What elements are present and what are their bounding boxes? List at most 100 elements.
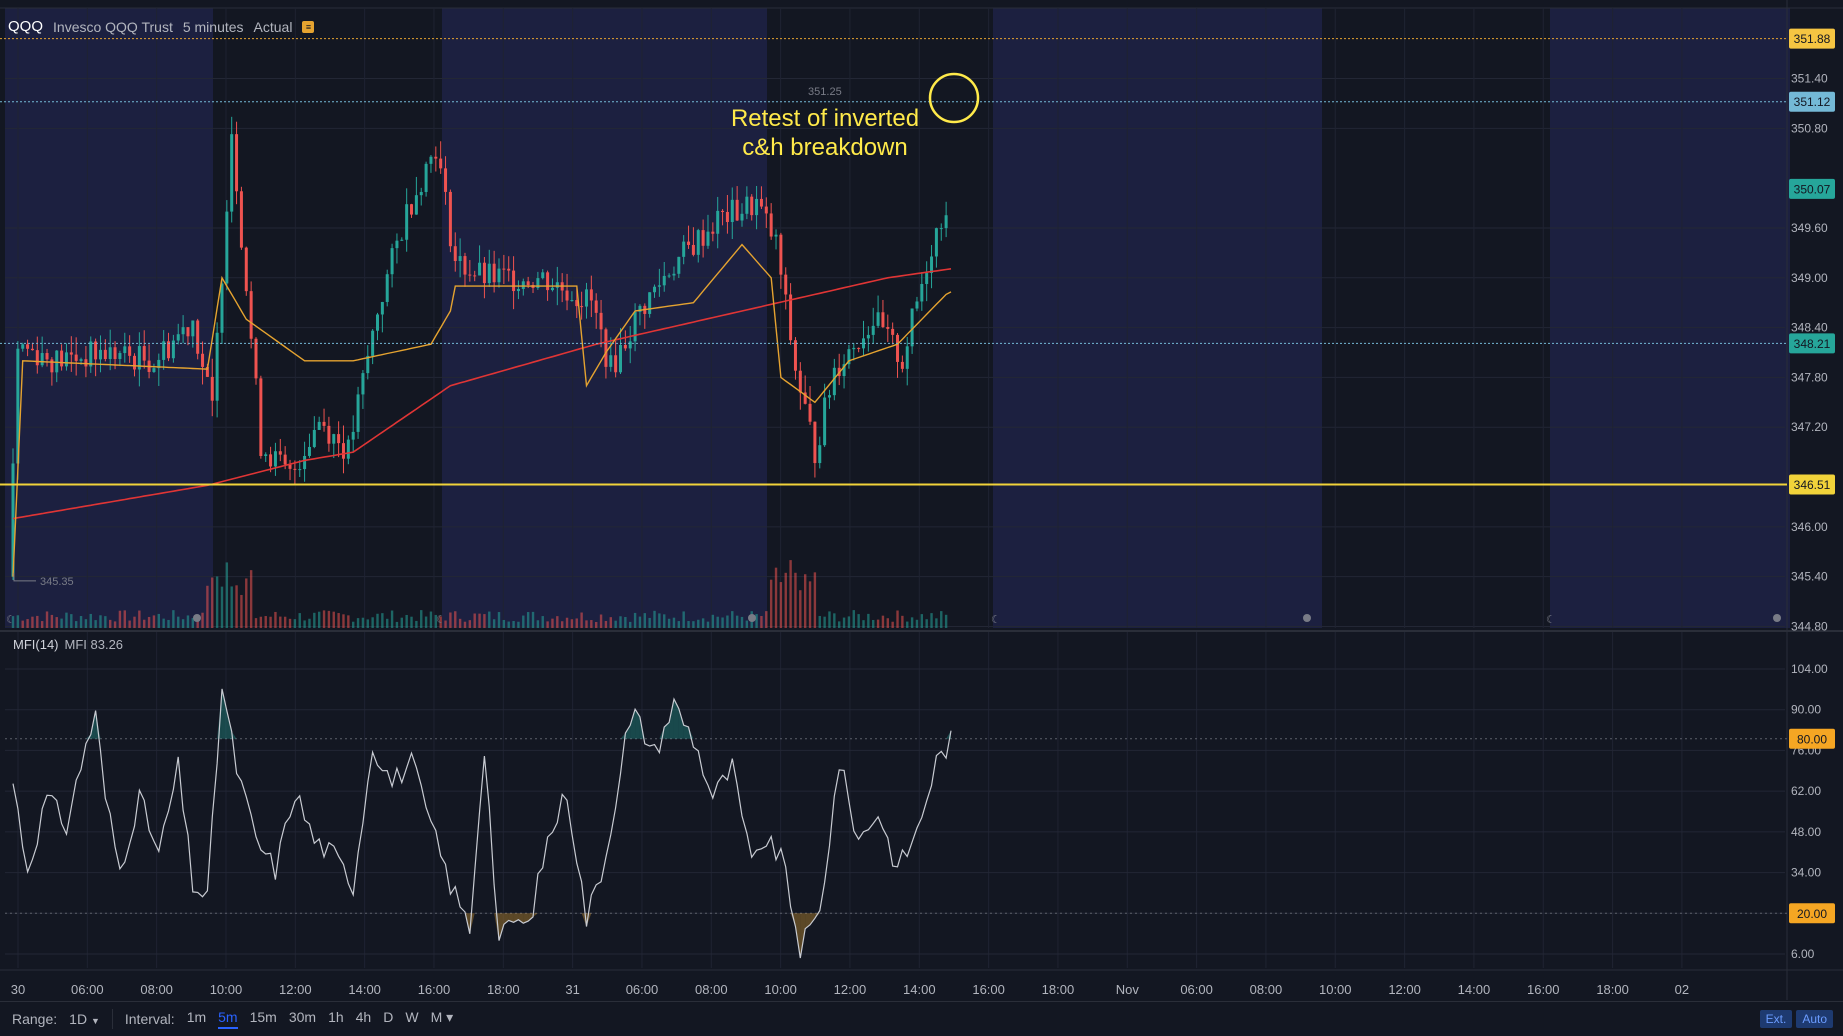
volume-bar [940,611,943,628]
mfi-title[interactable]: MFI(14) [13,637,59,652]
mfi-y-tick-label: 48.00 [1791,825,1821,839]
volume-bar [906,621,909,628]
auto-button[interactable]: Auto [1796,1010,1833,1028]
volume-bar [269,616,272,628]
volume-bar [862,620,865,628]
candle-body [667,275,671,277]
candle-body [798,370,802,393]
volume-bar [697,619,700,628]
candle-body [934,228,938,257]
volume-bar [376,613,379,628]
volume-bar [852,610,855,628]
candle-body [764,206,768,214]
volume-bar [463,621,467,628]
interval-list: 1m 5m 15m 30m 1h 4h D W M ▾ [175,1009,453,1029]
candle-body [701,230,705,246]
volume-bar [298,613,301,628]
candle-body [852,347,856,350]
candle-body [346,439,350,459]
settings-badge-icon[interactable]: ≡ [302,20,315,33]
candle-body [900,361,904,369]
candle-body [361,373,365,395]
session-band [5,8,213,628]
volume-bar [580,612,583,628]
volume-bar [721,617,724,628]
ext-button[interactable]: Ext. [1759,1010,1793,1028]
candle-body [94,341,98,360]
candle-body [444,168,448,192]
mfi-oversold-fill [518,913,524,924]
volume-bar [769,579,773,628]
range-select[interactable]: 1D ▼ [69,1011,100,1027]
volume-bar [667,618,671,628]
volume-bar [113,621,117,628]
mfi-overbought-fill [620,733,626,739]
candle-body [823,397,827,446]
x-tick-label: 08:00 [1250,982,1283,997]
candle-body [468,274,472,276]
volume-bar [901,615,904,628]
volume-bar [541,616,544,628]
vwap-line [12,243,952,577]
candle-body [11,463,15,577]
y-tick-label: 351.40 [1791,72,1828,86]
candle-body [842,364,846,377]
price-label-box [1789,91,1835,112]
interval-5m[interactable]: 5m [218,1009,238,1029]
x-tick-label: 16:00 [1527,982,1560,997]
interval-d[interactable]: D [383,1009,394,1025]
candle-body [711,231,715,234]
volume-bar [147,616,151,628]
candle-body [740,213,744,221]
y-tick-label: 346.00 [1791,520,1828,534]
candle-body [273,451,277,467]
interval-4h[interactable]: 4h [355,1009,372,1025]
candle-body [395,240,399,249]
symbol-name: Invesco QQQ Trust [53,18,173,35]
candle-body [210,376,214,401]
candle-body [30,348,34,351]
volume-bar [556,616,559,628]
volume-bar [279,616,282,628]
volume-bar [663,614,666,628]
mfi-pane-background [5,632,1785,968]
candle-body [871,325,875,335]
volume-bar [381,613,384,628]
volume-bar [172,610,175,628]
candle-body [619,344,622,373]
volume-bar [575,618,578,628]
interval-w[interactable]: W [405,1009,419,1025]
toolbar-right: Ext. Auto [1759,1010,1833,1028]
mfi-overbought-fill [221,688,227,739]
interval-30m[interactable]: 30m [288,1009,317,1025]
volume-bar [225,562,229,628]
candle-body [789,294,793,341]
symbol-label[interactable]: QQQ [8,18,44,35]
volume-bar [512,621,515,628]
volume-bar [910,617,914,628]
candle-body [774,234,778,237]
volume-bar [726,615,729,628]
volume-bar [682,611,685,628]
candle-body [881,312,885,328]
volume-bar [672,617,676,628]
candle-body [473,275,477,277]
annotation-circle [928,72,980,124]
interval-1m[interactable]: 1m [186,1009,207,1025]
candle-body [356,394,360,432]
candle-body [745,196,749,214]
candle-body [808,403,812,422]
volume-bar [803,574,807,628]
volume-bar [449,612,452,628]
candle-body [400,239,404,241]
interval-1h[interactable]: 1h [328,1009,344,1025]
interval-15m[interactable]: 15m [249,1009,277,1025]
volume-bar [473,613,476,628]
interval-caption: Interval: [124,1011,175,1027]
toolbar-divider [111,1009,113,1029]
volume-bar [755,614,758,628]
interval-m[interactable]: M ▾ [430,1009,454,1025]
volume-bar [191,618,195,628]
